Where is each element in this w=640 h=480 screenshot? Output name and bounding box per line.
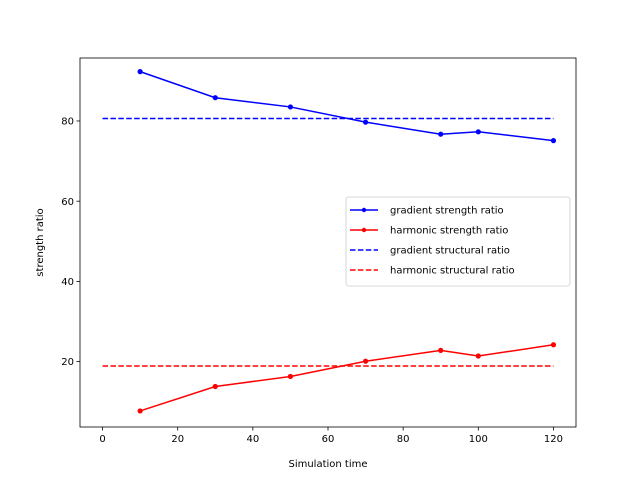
legend-marker-0 — [361, 207, 367, 213]
legend-marker-1 — [361, 227, 367, 233]
x-tick-label-1: 20 — [171, 434, 184, 445]
series-1-point-0 — [137, 408, 143, 414]
series-1-point-3 — [362, 358, 369, 364]
x-tick-label-6: 120 — [544, 434, 563, 445]
x-tick-label-3: 60 — [322, 434, 335, 445]
series-0-point-1 — [212, 95, 218, 101]
series-group — [102, 69, 557, 414]
series-1-point-6 — [550, 342, 557, 348]
legend-label-3: harmonic structural ratio — [390, 266, 515, 277]
legend: gradient strength ratio harmonic strength… — [345, 196, 571, 287]
legend-label-0: gradient strength ratio — [390, 206, 504, 217]
legend-box — [345, 196, 571, 287]
x-tick-label-5: 100 — [469, 434, 488, 445]
series-1-point-2 — [287, 373, 294, 380]
x-tick-label-4: 80 — [397, 434, 410, 445]
y-tick-label-2: 60 — [61, 197, 74, 208]
series-0-point-5 — [475, 129, 481, 135]
x-tick-label-0: 0 — [99, 434, 105, 445]
x-tick-label-2: 40 — [246, 434, 259, 445]
y-tick-label-1: 40 — [61, 277, 74, 288]
series-0-point-0 — [137, 69, 143, 75]
legend-label-1: harmonic strength ratio — [390, 226, 508, 237]
y-tick-label-3: 80 — [61, 117, 74, 128]
series-0-point-4 — [438, 131, 444, 137]
axes: 0 20 40 60 80 100 120 20 40 60 80 — [61, 57, 577, 445]
series-0-point-6 — [550, 138, 557, 144]
series-1-point-1 — [212, 383, 218, 390]
series-0-point-2 — [287, 104, 294, 110]
y-axis-label: strength ratio — [35, 208, 46, 276]
y-tick-label-0: 20 — [61, 357, 74, 368]
plot-area — [102, 69, 557, 414]
x-axis-label: Simulation time — [288, 459, 367, 470]
series-1-point-5 — [475, 353, 481, 359]
series-line-1 — [139, 344, 554, 412]
series-1-point-4 — [438, 347, 444, 353]
series-line-0 — [139, 70, 554, 142]
legend-label-2: gradient structural ratio — [390, 246, 510, 257]
series-0-point-3 — [362, 119, 369, 125]
